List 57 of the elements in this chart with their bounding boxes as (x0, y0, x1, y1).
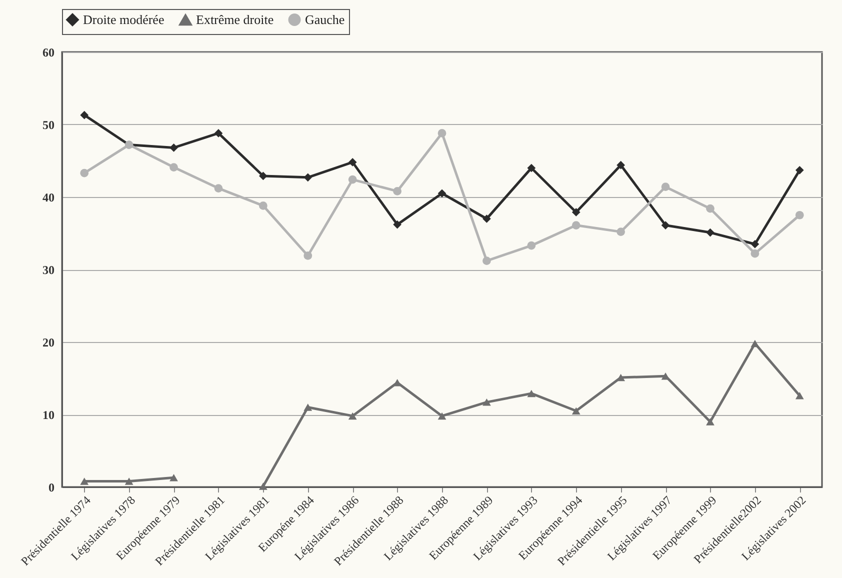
y-tick-label: 10 (42, 408, 54, 422)
point (258, 482, 268, 490)
point (438, 129, 446, 138)
point (527, 164, 536, 172)
point (616, 374, 626, 382)
point (304, 404, 312, 411)
point (80, 110, 89, 120)
point (661, 221, 670, 230)
point (348, 158, 357, 166)
y-tick-label: 50 (42, 118, 54, 132)
point (706, 228, 714, 237)
point (795, 392, 804, 400)
point (258, 202, 268, 210)
point (527, 241, 536, 250)
point (572, 208, 580, 216)
point (170, 144, 178, 152)
y-tick-label: 30 (42, 263, 54, 277)
point (482, 398, 491, 406)
point (170, 474, 178, 482)
point (482, 256, 491, 265)
point (214, 184, 223, 192)
y-tick-label: 20 (42, 336, 54, 350)
point (616, 228, 626, 236)
point (616, 160, 626, 170)
y-tick-label: 0 (48, 480, 54, 494)
point (706, 418, 714, 426)
point (393, 187, 402, 196)
point (438, 189, 446, 198)
point (750, 249, 760, 258)
point (572, 221, 580, 230)
point (706, 204, 714, 213)
point (750, 240, 760, 248)
point (304, 173, 312, 182)
point (795, 166, 804, 174)
point (304, 252, 312, 260)
point (482, 214, 491, 223)
point (170, 163, 178, 172)
point (750, 340, 760, 348)
point (348, 175, 357, 184)
y-tick-label: 60 (42, 46, 54, 60)
point (80, 478, 89, 485)
point (124, 478, 134, 485)
point (214, 129, 223, 138)
point (438, 412, 446, 420)
point (661, 182, 670, 192)
point (348, 412, 357, 420)
legend-label: Extrême droite (196, 12, 274, 28)
point (393, 378, 402, 386)
legend-label: Gauche (305, 12, 345, 27)
point (572, 407, 580, 414)
legend-label: Droite modérée (83, 12, 164, 27)
point (795, 210, 804, 220)
point (258, 172, 268, 180)
y-tick-label: 40 (42, 190, 54, 204)
point (527, 390, 536, 398)
point (393, 220, 402, 229)
point (80, 168, 89, 178)
